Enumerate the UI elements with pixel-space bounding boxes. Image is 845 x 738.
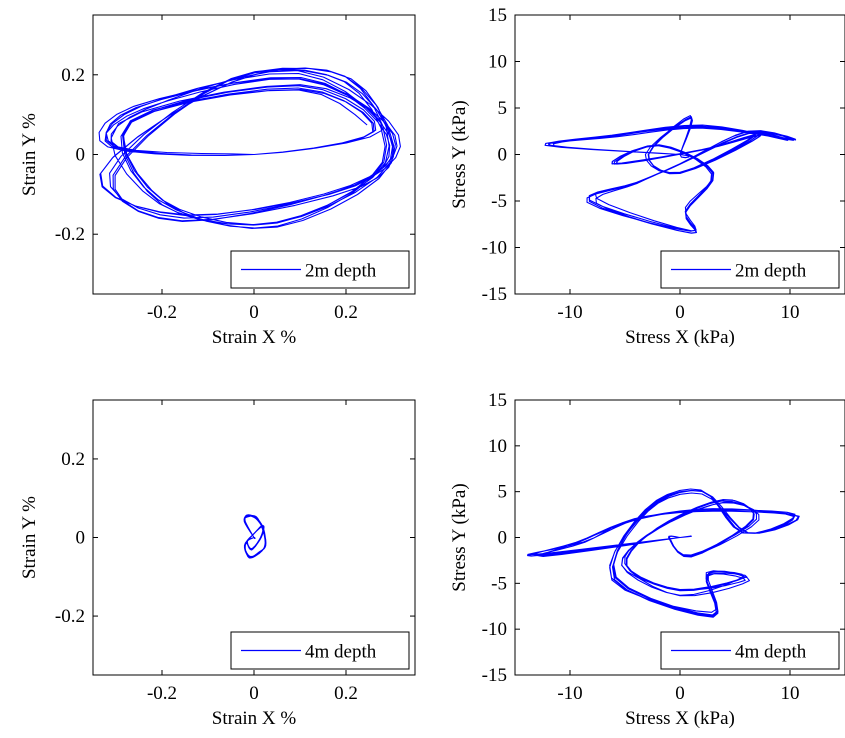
y-tick-label: 0 — [498, 528, 508, 549]
panel-ylabel: Stress Y (kPa) — [449, 100, 470, 208]
x-tick-label: 10 — [781, 302, 800, 323]
panel-xlabel: Stress X (kPa) — [625, 708, 735, 729]
x-tick-label: 10 — [781, 683, 800, 704]
x-tick-label: -10 — [557, 683, 582, 704]
y-tick-label: -15 — [482, 665, 507, 686]
y-tick-label: 5 — [498, 98, 508, 119]
panel-stress-2m: Stress Y (kPa) Stress X (kPa) -10 0 10 -15 -… — [449, 5, 845, 348]
panel-ylabel: Stress Y (kPa) — [449, 483, 470, 591]
x-tick-label: 0 — [249, 683, 259, 704]
series-line-4m-depth — [243, 514, 267, 559]
y-tick-label: -10 — [482, 238, 507, 259]
series-line-4m-depth — [526, 488, 800, 618]
panel-xlabel: Strain X % — [212, 327, 297, 348]
y-tick-label: 5 — [498, 482, 508, 503]
panel-xlabel: Stress X (kPa) — [625, 327, 735, 348]
y-tick-label: 10 — [488, 436, 507, 457]
x-tick-label: -0.2 — [147, 302, 177, 323]
x-tick-label: 0.2 — [334, 683, 358, 704]
y-tick-label: 0 — [76, 528, 86, 549]
y-tick-label: 15 — [488, 5, 507, 26]
panel-xlabel: Strain X % — [212, 708, 297, 729]
y-tick-label: 10 — [488, 52, 507, 73]
y-tick-label: 15 — [488, 390, 507, 411]
x-tick-label: -0.2 — [147, 683, 177, 704]
y-tick-label: -5 — [491, 573, 507, 594]
panel-ylabel: Strain Y % — [19, 113, 40, 196]
x-tick-label: -10 — [557, 302, 582, 323]
y-tick-label: -0.2 — [55, 606, 85, 627]
y-tick-label: 0.2 — [61, 65, 85, 86]
y-tick-label: -0.2 — [55, 224, 85, 245]
panel-ylabel: Strain Y % — [19, 496, 40, 579]
legend-label: 2m depth — [735, 261, 807, 282]
legend-label: 4m depth — [305, 642, 377, 663]
y-tick-label: -15 — [482, 284, 507, 305]
y-tick-label: -5 — [491, 191, 507, 212]
panel-stress-4m: Stress Y (kPa) Stress X (kPa) -10 0 10 -15 -… — [449, 390, 845, 729]
x-tick-label: 0 — [249, 302, 259, 323]
panel-strain-4m: Strain Y % Strain X % -0.2 0 0.2 -0.2 0 0.2 4m… — [19, 399, 416, 729]
x-tick-label: 0 — [675, 683, 685, 704]
legend-label: 2m depth — [305, 261, 377, 282]
x-tick-label: 0 — [675, 302, 685, 323]
series-line-2m-depth — [544, 115, 797, 234]
y-tick-label: 0.2 — [61, 449, 85, 470]
series-line-2m-depth — [98, 67, 401, 229]
y-tick-label: -10 — [482, 619, 507, 640]
legend-label: 4m depth — [735, 642, 807, 663]
y-tick-label: 0 — [76, 145, 86, 166]
panel-strain-2m: Strain Y % Strain X % -0.2 0 0.2 -0.2 0 0.2 2m… — [19, 14, 416, 348]
x-tick-label: 0.2 — [334, 302, 358, 323]
y-tick-label: 0 — [498, 145, 508, 166]
legend-box — [660, 250, 840, 289]
